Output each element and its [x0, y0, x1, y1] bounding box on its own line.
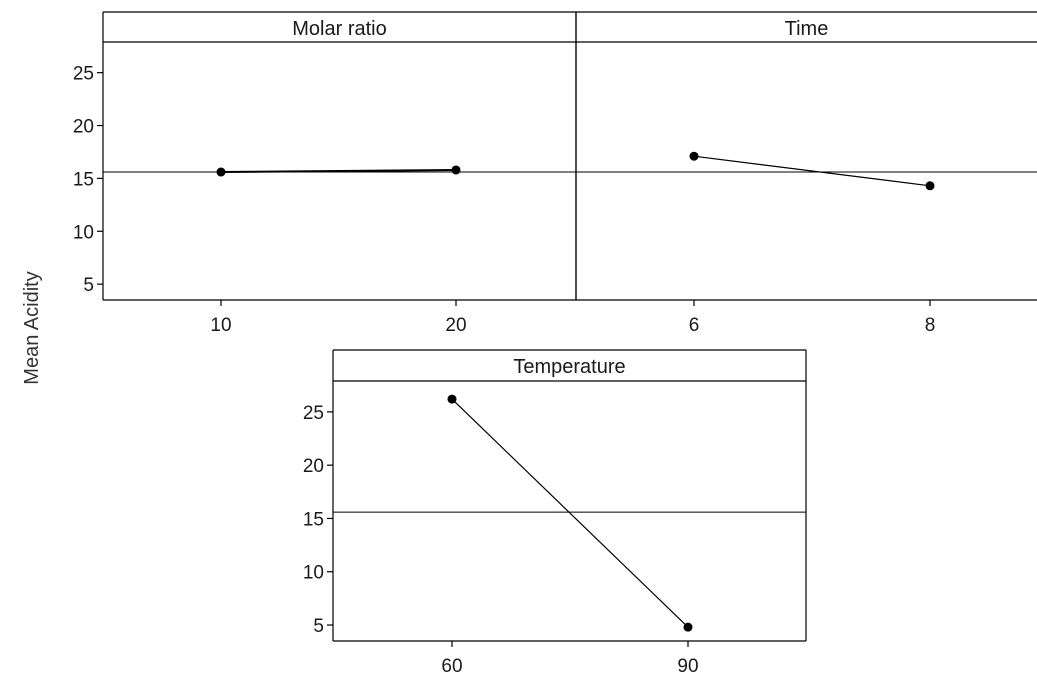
- y-tick-label: 10: [303, 563, 324, 584]
- series-line: [451, 398, 689, 628]
- x-tick-label: 10: [210, 315, 231, 336]
- y-tick-label: 5: [83, 275, 94, 296]
- panel-title: Temperature: [513, 356, 625, 378]
- x-tick-label: 20: [445, 315, 466, 336]
- panel-title: Time: [785, 18, 829, 40]
- data-point: [683, 622, 693, 632]
- data-point: [689, 151, 699, 161]
- x-tick-label: 6: [689, 315, 700, 336]
- y-tick-label: 25: [303, 403, 324, 424]
- y-axis-label: Mean Acidity: [21, 271, 43, 384]
- data-point: [451, 165, 461, 175]
- y-tick-label: 20: [303, 456, 324, 477]
- y-tick-label: 25: [73, 64, 94, 85]
- x-tick-label: 60: [441, 656, 462, 677]
- y-tick-label: 10: [73, 222, 94, 243]
- series-line: [220, 168, 457, 174]
- y-tick-label: 15: [73, 169, 94, 190]
- x-tick-label: 8: [925, 315, 936, 336]
- x-tick-label: 90: [677, 656, 698, 677]
- y-tick-label: 15: [303, 509, 324, 530]
- panel-title: Molar ratio: [292, 18, 386, 40]
- data-point: [447, 394, 457, 404]
- data-point: [216, 167, 226, 177]
- y-tick-label: 5: [313, 616, 324, 637]
- series-line: [693, 155, 931, 187]
- data-point: [925, 181, 935, 191]
- y-tick-label: 20: [73, 117, 94, 138]
